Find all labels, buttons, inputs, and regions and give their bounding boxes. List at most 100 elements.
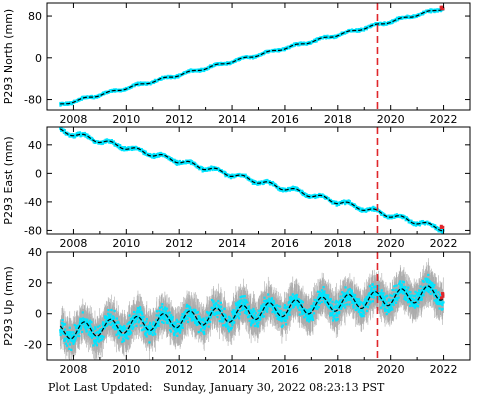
data-point bbox=[166, 314, 169, 317]
data-point bbox=[223, 307, 226, 311]
data-point bbox=[204, 324, 207, 327]
data-point bbox=[195, 319, 199, 322]
data-point bbox=[358, 206, 361, 209]
data-point bbox=[243, 295, 246, 298]
data-point bbox=[323, 290, 326, 293]
data-point bbox=[120, 145, 123, 149]
data-point bbox=[244, 173, 247, 176]
data-point bbox=[207, 67, 211, 70]
data-point bbox=[201, 324, 204, 327]
data-point bbox=[231, 316, 235, 319]
data-point bbox=[341, 298, 344, 301]
data-point bbox=[257, 314, 261, 317]
data-point bbox=[262, 182, 266, 185]
data-point bbox=[90, 336, 94, 339]
data-point bbox=[278, 318, 281, 321]
data-point bbox=[88, 321, 91, 324]
data-point bbox=[439, 228, 442, 231]
data-point bbox=[246, 301, 249, 304]
data-point bbox=[348, 303, 351, 306]
data-point bbox=[344, 286, 347, 289]
data-point bbox=[189, 162, 193, 166]
data-point bbox=[87, 326, 90, 329]
data-point bbox=[92, 329, 95, 332]
data-point bbox=[199, 165, 202, 168]
data-point bbox=[94, 331, 97, 334]
data-point bbox=[239, 296, 242, 299]
data-point bbox=[316, 307, 319, 311]
data-point bbox=[140, 329, 143, 332]
data-point bbox=[173, 158, 176, 161]
data-point bbox=[294, 296, 297, 299]
data-point bbox=[250, 322, 253, 326]
data-point bbox=[244, 301, 247, 304]
data-point bbox=[147, 331, 150, 334]
data-point bbox=[308, 308, 311, 311]
data-point bbox=[155, 318, 158, 321]
data-point bbox=[243, 308, 246, 311]
data-point bbox=[307, 310, 310, 313]
data-point bbox=[250, 314, 254, 317]
data-point bbox=[277, 305, 280, 308]
data-point bbox=[316, 296, 319, 299]
data-point bbox=[63, 339, 66, 342]
data-point bbox=[119, 333, 123, 336]
data-point bbox=[80, 325, 83, 329]
data-point bbox=[311, 314, 314, 317]
data-point bbox=[197, 330, 200, 334]
data-point bbox=[170, 321, 173, 324]
data-point bbox=[266, 303, 269, 306]
data-point bbox=[327, 294, 330, 297]
data-point bbox=[202, 317, 205, 320]
data-point bbox=[117, 321, 120, 325]
data-point bbox=[254, 312, 257, 315]
data-point bbox=[116, 327, 119, 331]
data-point bbox=[284, 307, 287, 310]
data-point bbox=[247, 305, 251, 308]
data-point bbox=[430, 11, 433, 14]
data-point bbox=[162, 311, 165, 314]
data-point bbox=[274, 306, 277, 309]
data-point bbox=[321, 193, 324, 196]
data-point bbox=[169, 330, 173, 333]
data-point bbox=[272, 307, 275, 311]
data-point bbox=[259, 315, 262, 319]
data-point bbox=[344, 306, 347, 309]
data-point bbox=[328, 305, 331, 308]
gps-timeseries-charts: 2008 2010 2012 2014 2016 2018 2020 2022-80080P2… bbox=[2, 2, 471, 376]
data-point bbox=[109, 323, 113, 326]
data-point bbox=[130, 325, 133, 328]
data-point bbox=[135, 314, 138, 317]
data-point bbox=[330, 304, 333, 308]
data-point bbox=[286, 317, 289, 320]
data-point bbox=[73, 323, 76, 327]
data-point bbox=[124, 335, 127, 338]
data-point bbox=[79, 319, 82, 322]
data-point bbox=[273, 308, 276, 311]
data-point bbox=[180, 315, 183, 319]
data-point bbox=[161, 303, 164, 306]
data-point bbox=[226, 322, 229, 326]
data-point bbox=[332, 316, 335, 319]
data-point bbox=[287, 301, 291, 304]
data-point bbox=[282, 187, 285, 190]
data-point bbox=[335, 200, 338, 203]
data-point bbox=[316, 305, 319, 308]
data-point bbox=[290, 295, 293, 299]
data-point bbox=[240, 295, 244, 298]
data-point bbox=[115, 321, 118, 324]
data-point bbox=[140, 310, 143, 313]
data-point bbox=[71, 340, 74, 343]
data-point bbox=[342, 300, 345, 303]
data-point bbox=[237, 306, 240, 309]
data-point bbox=[136, 307, 140, 310]
data-point bbox=[84, 321, 88, 324]
data-point bbox=[86, 321, 89, 324]
data-point bbox=[348, 287, 351, 291]
data-point bbox=[68, 331, 71, 334]
data-point bbox=[317, 301, 320, 304]
data-point bbox=[217, 299, 220, 303]
data-point bbox=[280, 325, 284, 328]
data-point bbox=[73, 340, 76, 343]
data-point bbox=[412, 14, 415, 17]
